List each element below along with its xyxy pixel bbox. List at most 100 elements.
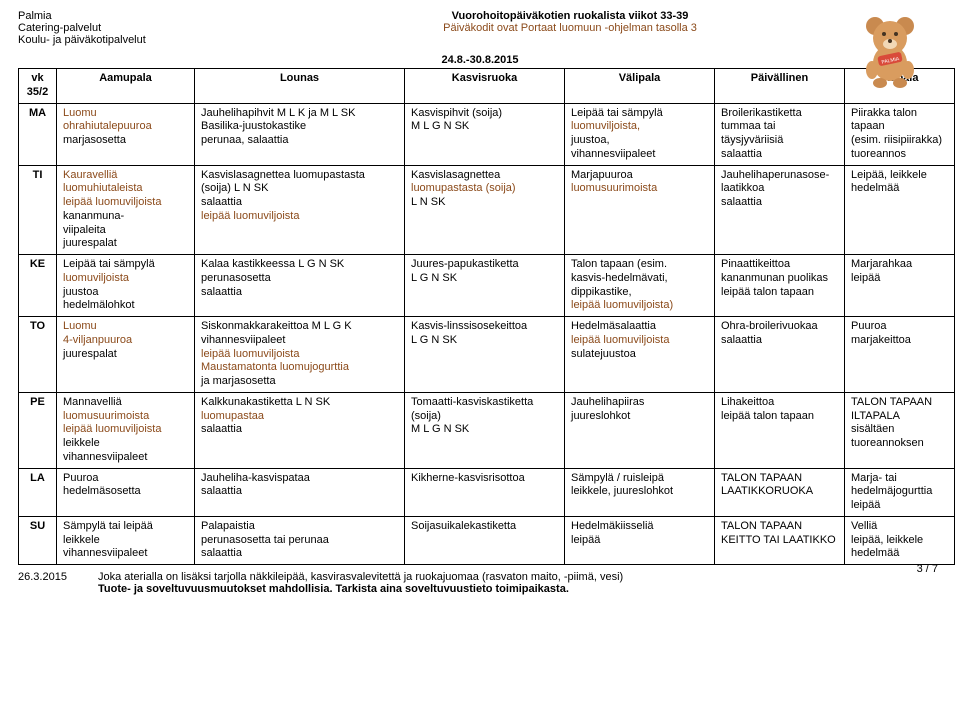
menu-item: 4-viljanpuuroa [63, 334, 132, 346]
menu-cell: TALON TAPAANLAATIKKORUOKA [715, 468, 845, 516]
menu-item: juustoa [63, 286, 98, 298]
menu-item: Kauravelliä [63, 169, 117, 181]
menu-item: dippikastike, [571, 286, 632, 298]
menu-cell: Kasvislasagnettea luomupastasta(soija) L… [195, 165, 405, 255]
table-row: TOLuomu4-viljanpuuroajuurespalatSiskonma… [19, 317, 955, 393]
menu-item: Kasvis-linssisosekeittoa [411, 320, 527, 332]
menu-item: luomupastaa [201, 410, 264, 422]
menu-cell: Piirakka talontapaan(esim. riisipiirakka… [845, 103, 955, 165]
menu-item: leipää talon tapaan [721, 286, 814, 298]
menu-item: Sämpylä / ruisleipä [571, 472, 664, 484]
menu-item: ja marjasosetta [201, 375, 276, 387]
table-row: PEMannavelliäluomusuurimoistaleipää luom… [19, 392, 955, 468]
menu-item: Luomu [63, 107, 97, 119]
menu-item: marjasosetta [63, 134, 126, 146]
menu-item: hedelmää [851, 547, 899, 559]
menu-cell: Leipää, leikkelehedelmää [845, 165, 955, 255]
menu-item: leipää, leikkele [851, 534, 923, 546]
menu-item: Pinaattikeittoa [721, 258, 790, 270]
table-header-row: vk 35/2 Aamupala Lounas Kasvisruoka Väli… [19, 69, 955, 104]
menu-cell: Sämpylä tai leipääleikkelevihannesviipal… [57, 516, 195, 564]
col-week: vk 35/2 [19, 69, 57, 104]
menu-cell: TALON TAPAANILTAPALAsisältäentuoreannoks… [845, 392, 955, 468]
org-name: Palmia [18, 10, 198, 22]
menu-cell: Hedelmäkiisseliä leipää [565, 516, 715, 564]
menu-item: vihannesviipaleet [63, 547, 147, 559]
menu-cell: Jauhelihapiiras juureslohkot [565, 392, 715, 468]
org-service: Koulu- ja päiväkotipalvelut [18, 34, 198, 46]
menu-cell: Jauheliha-kasvispataasalaattia [195, 468, 405, 516]
menu-item: Talon tapaan (esim. [571, 258, 667, 270]
menu-item: salaattia [201, 423, 242, 435]
footer-note: Joka aterialla on lisäksi tarjolla näkki… [98, 571, 623, 583]
menu-item: leipää luomuviljoista [201, 210, 299, 222]
menu-item: leipää luomuviljoista [63, 423, 161, 435]
menu-item: luomuviljoista, [571, 120, 640, 132]
menu-item: Hedelmäkiisseliä [571, 520, 654, 532]
menu-item: salaattia [201, 485, 242, 497]
day-cell: KE [19, 255, 57, 317]
table-row: MALuomuohrahiutalepuuroamarjasosettaJauh… [19, 103, 955, 165]
doc-title: Vuorohoitopäiväkotien ruokalista viikot … [198, 10, 942, 22]
menu-item: (soija) [411, 410, 441, 422]
menu-item: hedelmälohkot [63, 299, 135, 311]
menu-cell: Hedelmäsalaattialeipää luomuviljoistasul… [565, 317, 715, 393]
menu-item: laatikkoa [721, 182, 764, 194]
menu-cell: Luomuohrahiutalepuuroamarjasosetta [57, 103, 195, 165]
menu-cell: Siskonmakkarakeittoa M L G Kvihannesviip… [195, 317, 405, 393]
menu-item: leipää [571, 534, 600, 546]
menu-item: TALON TAPAAN [721, 520, 802, 532]
menu-item: hedelmäjogurttia [851, 485, 932, 497]
menu-item: leipää [851, 499, 880, 511]
doc-subtitle: Päiväkodit ovat Portaat luomuun -ohjelma… [198, 22, 942, 34]
menu-cell: Palapaistiaperunasosetta tai perunaasala… [195, 516, 405, 564]
menu-item: sulatejuustoa [571, 348, 636, 360]
menu-cell: Velliäleipää, leikkelehedelmää [845, 516, 955, 564]
menu-cell: Jauhelihapihvit M L K ja M L SKBasilika-… [195, 103, 405, 165]
menu-cell: Kalkkunakastiketta L N SK luomupastaasala… [195, 392, 405, 468]
menu-item: tummaa tai [721, 120, 775, 132]
menu-item: leipää luomuviljoista [63, 196, 161, 208]
menu-item: luomusuurimoista [571, 182, 657, 194]
menu-item: Jauhelihapiiras [571, 396, 644, 408]
day-cell: SU [19, 516, 57, 564]
day-cell: MA [19, 103, 57, 165]
menu-item: salaattia [201, 196, 242, 208]
table-row: KELeipää tai sämpyläluomuviljoistajuusto… [19, 255, 955, 317]
menu-item: leikkele [63, 534, 100, 546]
menu-item: leipää [851, 272, 880, 284]
menu-item: Juures-papukastiketta [411, 258, 519, 270]
menu-cell: Marjarahkaaleipää [845, 255, 955, 317]
menu-item: TALON TAPAAN [851, 396, 932, 408]
menu-item: vihannesviipaleet [201, 334, 285, 346]
day-cell: LA [19, 468, 57, 516]
menu-item: salaattia [721, 196, 762, 208]
menu-item: Kalkkunakastiketta L N SK [201, 396, 330, 408]
menu-item: perunasosetta tai perunaa [201, 534, 329, 546]
table-row: LA Puuroahedelmäsosetta Jauheliha-kasvispa… [19, 468, 955, 516]
menu-cell: Marja- taihedelmäjogurttialeipää [845, 468, 955, 516]
menu-item: ILTAPALA [851, 410, 900, 422]
menu-cell: Tomaatti-kasviskastiketta(soija)M L G N … [405, 392, 565, 468]
menu-item: vihannesviipaleet [63, 451, 147, 463]
menu-cell: Broilerikastikettatummaa taitäysjyväriis… [715, 103, 845, 165]
menu-item: Soijasuikalekastiketta [411, 520, 516, 532]
menu-item: juureslohkot [571, 410, 630, 422]
menu-cell: Lihakeittoaleipää talon tapaan [715, 392, 845, 468]
menu-item: Puuroa [63, 472, 98, 484]
menu-cell: Kikherne-kasvisrisottoa [405, 468, 565, 516]
menu-cell: Luomu4-viljanpuuroajuurespalat [57, 317, 195, 393]
menu-item: marjakeittoa [851, 334, 911, 346]
menu-item: salaattia [721, 334, 762, 346]
menu-item: luomuhiutaleista [63, 182, 143, 194]
menu-item: viipaleita [63, 224, 106, 236]
menu-item: Maustamatonta luomujogurttia [201, 361, 349, 373]
table-row: TIKauravelliäluomuhiutaleistaleipää luom… [19, 165, 955, 255]
menu-item: hedelmäsosetta [63, 485, 141, 497]
col-valipala: Välipala [565, 69, 715, 104]
menu-item: tapaan [851, 120, 885, 132]
menu-item: täysjyväriisiä [721, 134, 783, 146]
col-aamupala: Aamupala [57, 69, 195, 104]
menu-item: Palapaistia [201, 520, 255, 532]
day-cell: TO [19, 317, 57, 393]
